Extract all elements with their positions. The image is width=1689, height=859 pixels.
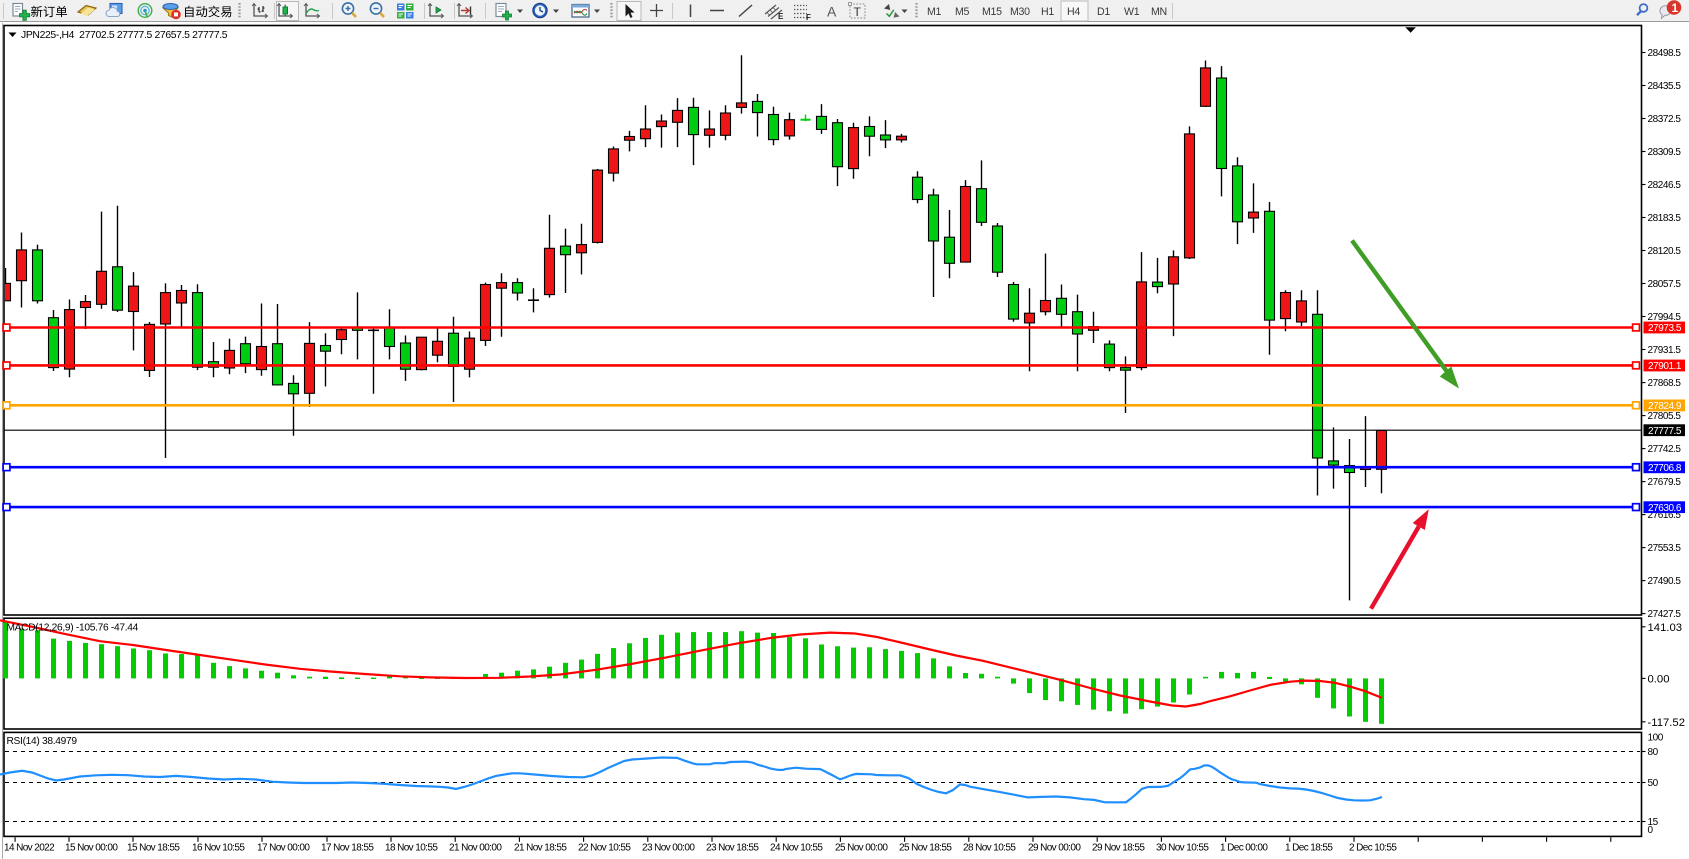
svg-text:27706.8: 27706.8	[1648, 463, 1682, 474]
svg-text:24 Nov 10:55: 24 Nov 10:55	[770, 843, 823, 854]
svg-text:27777.5: 27777.5	[1648, 426, 1682, 437]
svg-text:W1: W1	[1124, 6, 1140, 18]
svg-text:27994.5: 27994.5	[1648, 312, 1682, 323]
svg-text:27868.5: 27868.5	[1648, 378, 1682, 389]
svg-text:21 Nov 00:00: 21 Nov 00:00	[449, 843, 502, 854]
svg-text:17 Nov 00:00: 17 Nov 00:00	[257, 843, 310, 854]
svg-text:-117.52: -117.52	[1648, 717, 1685, 729]
svg-text:27616.5: 27616.5	[1648, 510, 1682, 521]
svg-text:28246.5: 28246.5	[1648, 180, 1682, 191]
svg-text:27679.5: 27679.5	[1648, 477, 1682, 488]
svg-text:27805.5: 27805.5	[1648, 411, 1682, 422]
svg-text:28435.5: 28435.5	[1648, 81, 1682, 92]
svg-text:A: A	[827, 4, 837, 20]
svg-text:MACD(12,26,9) -105.76 -47.44: MACD(12,26,9) -105.76 -47.44	[7, 623, 139, 634]
svg-text:D1: D1	[1097, 6, 1110, 18]
svg-text:15 Nov 00:00: 15 Nov 00:00	[65, 843, 118, 854]
svg-text:28498.5: 28498.5	[1648, 48, 1682, 59]
svg-text:M1: M1	[927, 6, 942, 18]
svg-text:21 Nov 18:55: 21 Nov 18:55	[514, 843, 567, 854]
svg-text:28057.5: 28057.5	[1648, 279, 1682, 290]
svg-text:0.00: 0.00	[1648, 673, 1670, 685]
svg-text:27931.5: 27931.5	[1648, 345, 1682, 356]
svg-text:1 Dec 18:55: 1 Dec 18:55	[1285, 843, 1333, 854]
svg-text:28120.5: 28120.5	[1648, 246, 1682, 257]
svg-text:M15: M15	[982, 6, 1002, 18]
svg-text:17 Nov 18:55: 17 Nov 18:55	[321, 843, 374, 854]
svg-text:23 Nov 18:55: 23 Nov 18:55	[706, 843, 759, 854]
svg-text:23 Nov 00:00: 23 Nov 00:00	[642, 843, 695, 854]
svg-text:RSI(14) 38.4979: RSI(14) 38.4979	[7, 736, 78, 747]
svg-text:25 Nov 18:55: 25 Nov 18:55	[899, 843, 952, 854]
svg-text:H4: H4	[1067, 6, 1080, 18]
svg-text:27630.6: 27630.6	[1648, 503, 1682, 514]
svg-text:18 Nov 10:55: 18 Nov 10:55	[385, 843, 438, 854]
svg-text:29 Nov 00:00: 29 Nov 00:00	[1028, 843, 1081, 854]
svg-text:F: F	[806, 13, 811, 22]
svg-text:25 Nov 00:00: 25 Nov 00:00	[835, 843, 888, 854]
svg-text:50: 50	[1648, 778, 1659, 789]
svg-text:H1: H1	[1041, 6, 1054, 18]
svg-text:15 Nov 18:55: 15 Nov 18:55	[127, 843, 180, 854]
svg-text:27901.1: 27901.1	[1648, 361, 1682, 372]
svg-text:141.03: 141.03	[1648, 622, 1683, 634]
svg-text:100: 100	[1648, 733, 1664, 744]
svg-text:22 Nov 10:55: 22 Nov 10:55	[578, 843, 631, 854]
svg-text:28 Nov 10:55: 28 Nov 10:55	[963, 843, 1016, 854]
svg-text:27490.5: 27490.5	[1648, 576, 1682, 587]
svg-text:1 Dec 00:00: 1 Dec 00:00	[1220, 843, 1268, 854]
svg-text:T: T	[854, 5, 862, 19]
svg-text:M5: M5	[955, 6, 970, 18]
svg-text:27742.5: 27742.5	[1648, 444, 1682, 455]
svg-text:MN: MN	[1151, 6, 1167, 18]
svg-text:29 Nov 18:55: 29 Nov 18:55	[1092, 843, 1145, 854]
svg-text:2 Dec 10:55: 2 Dec 10:55	[1349, 843, 1397, 854]
svg-text:E: E	[778, 12, 784, 21]
svg-text:28372.5: 28372.5	[1648, 114, 1682, 125]
svg-text:27553.5: 27553.5	[1648, 543, 1682, 554]
svg-text:14 Nov 2022: 14 Nov 2022	[4, 843, 55, 854]
svg-text:JPN225-,H4 27702.5 27777.5 27: JPN225-,H4 27702.5 27777.5 27657.5 27777…	[21, 30, 228, 41]
svg-text:28183.5: 28183.5	[1648, 213, 1682, 224]
svg-text:15: 15	[1648, 817, 1659, 828]
svg-text:28309.5: 28309.5	[1648, 147, 1682, 158]
svg-text:80: 80	[1648, 747, 1659, 758]
svg-text:1: 1	[1672, 1, 1679, 15]
svg-text:16 Nov 10:55: 16 Nov 10:55	[192, 843, 245, 854]
svg-text:27427.5: 27427.5	[1648, 609, 1682, 620]
svg-text:M30: M30	[1010, 6, 1030, 18]
svg-text:30 Nov 10:55: 30 Nov 10:55	[1156, 843, 1209, 854]
svg-text:27824.9: 27824.9	[1648, 401, 1682, 412]
svg-text:0: 0	[1648, 825, 1654, 836]
svg-text:27973.5: 27973.5	[1648, 323, 1682, 334]
